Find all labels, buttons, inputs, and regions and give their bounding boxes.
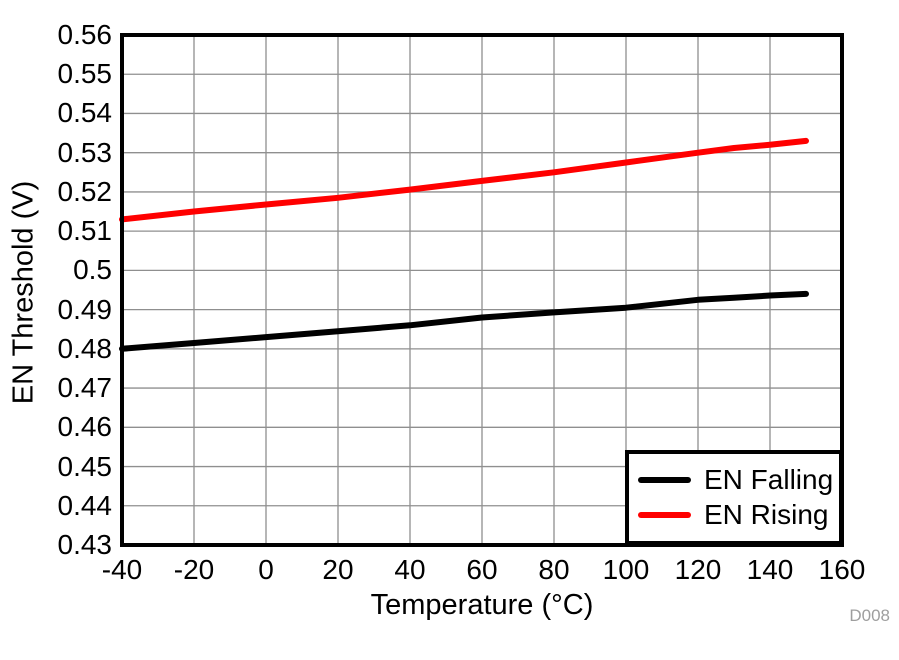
x-tick-label: 120 [674, 554, 722, 585]
legend-item-en-rising: EN Rising [638, 500, 839, 530]
legend-label-en-rising: EN Rising [704, 499, 829, 530]
x-tick-label: 60 [466, 554, 498, 585]
y-tick-label: 0.48 [57, 332, 113, 364]
x-tick-label: 0 [258, 554, 274, 585]
en-rising-line-swatch [638, 512, 691, 518]
y-axis-title: EN Threshold (V) [7, 180, 40, 405]
legend: EN Falling EN Rising [625, 450, 843, 545]
y-tick-label: 0.55 [57, 58, 113, 90]
y-tick-label: 0.53 [57, 136, 113, 168]
x-tick-label: 80 [538, 554, 570, 585]
y-tick-label: 0.46 [57, 411, 113, 443]
x-tick-label: -20 [173, 554, 215, 585]
y-tick-label: 0.44 [57, 489, 113, 521]
series-line-en-falling [119, 290, 809, 352]
x-tick-label: 40 [394, 554, 426, 585]
y-tick-label: 0.47 [57, 372, 113, 404]
y-tick-label: 0.5 [73, 254, 112, 286]
legend-item-en-falling: EN Falling [638, 465, 839, 495]
y-tick-label: 0.43 [57, 529, 113, 560]
x-tick-label: 20 [322, 554, 354, 585]
x-tick-label: -40 [101, 554, 143, 585]
y-tick-label: 0.51 [57, 215, 113, 247]
plot-id-watermark: D008 [849, 606, 890, 625]
y-tick-label: 0.49 [57, 293, 113, 325]
en-falling-line-swatch [638, 477, 691, 483]
y-tick-label: 0.54 [57, 97, 113, 129]
y-tick-label: 0.56 [57, 19, 113, 50]
x-tick-label: 160 [818, 554, 866, 585]
x-tick-label: 140 [746, 554, 794, 585]
series-line-en-rising [119, 137, 809, 223]
x-axis-title: Temperature (°C) [370, 589, 594, 621]
x-tick-label: 100 [602, 554, 650, 585]
legend-label-en-falling: EN Falling [704, 464, 834, 495]
y-tick-label: 0.52 [57, 175, 113, 207]
y-tick-label: 0.45 [57, 450, 113, 482]
axis-frame [120, 33, 844, 547]
